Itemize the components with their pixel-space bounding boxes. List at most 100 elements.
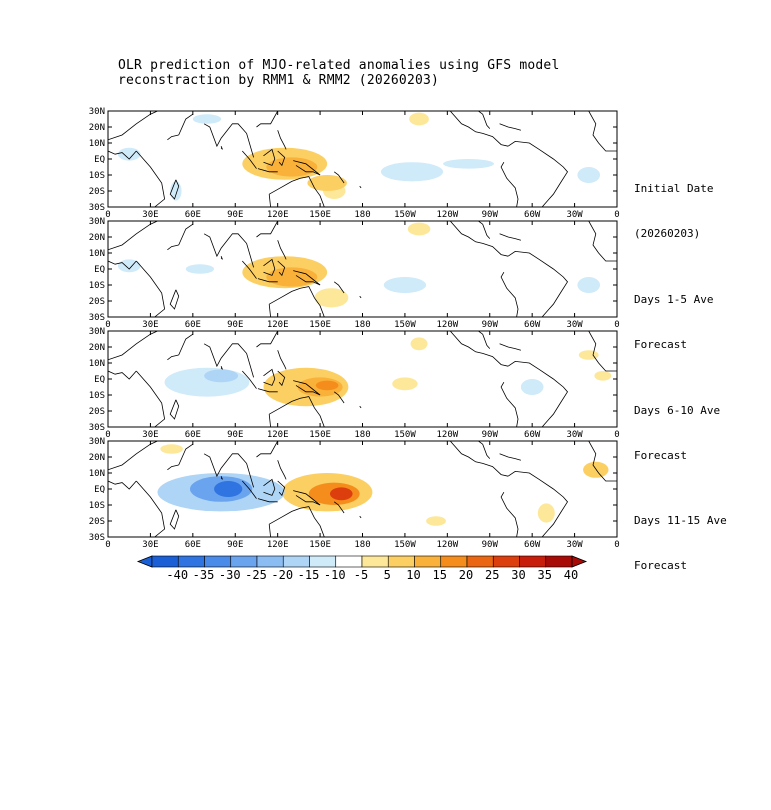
lon-tick-label: 0 <box>105 540 110 550</box>
lat-tick-label: 30S <box>89 203 105 213</box>
coastline <box>263 478 276 496</box>
anomaly-blob <box>410 337 428 351</box>
lon-tick-label: 30E <box>142 430 158 440</box>
anomaly-blob <box>117 259 141 273</box>
coastline <box>449 111 509 147</box>
coastline <box>135 260 166 317</box>
lon-tick-label: 60W <box>524 540 541 550</box>
coastline <box>499 123 522 131</box>
lon-tick-label: 30E <box>142 540 158 550</box>
anomaly-blob <box>214 481 243 497</box>
anomaly-blob <box>185 264 215 274</box>
lon-tick-label: 60W <box>524 430 541 440</box>
lon-tick-label: 60E <box>185 320 201 330</box>
lat-tick-label: 30N <box>89 107 105 117</box>
coastline <box>449 441 509 477</box>
lat-tick-label: 20S <box>89 187 105 197</box>
lon-tick-label: 90E <box>227 320 243 330</box>
coastline <box>220 476 223 480</box>
lon-tick-label: 120W <box>436 430 458 440</box>
lon-tick-label: 150W <box>394 430 416 440</box>
colorbar-label: -35 <box>193 568 215 582</box>
coastline <box>242 260 257 279</box>
coastline <box>108 111 158 141</box>
coastline <box>277 130 287 150</box>
coastline <box>178 113 194 136</box>
colorbar-swatch <box>256 555 284 568</box>
coastline <box>108 331 158 361</box>
coastline <box>242 370 257 389</box>
coastline <box>256 441 279 458</box>
lon-tick-label: 180 <box>354 210 370 220</box>
coastline <box>478 111 491 129</box>
anomaly-blob <box>443 159 494 169</box>
lon-tick-label: 30W <box>566 210 583 220</box>
anomaly-blob <box>266 267 318 287</box>
lat-tick-label: 10N <box>89 139 105 149</box>
panel-label-days-1-5: Days 1-5 Ave Forecast <box>634 293 714 351</box>
anomaly-blob <box>329 487 353 501</box>
lon-tick-label: 90W <box>482 430 499 440</box>
coastline <box>499 343 522 351</box>
anomaly-blob <box>314 288 349 308</box>
lon-tick-label: 60W <box>524 320 541 330</box>
coastline <box>333 391 345 404</box>
coastline <box>277 240 287 260</box>
coastline <box>167 244 179 251</box>
anomaly-blob <box>407 222 431 236</box>
coastline <box>108 260 137 270</box>
lon-tick-label: 120E <box>267 210 289 220</box>
coastline <box>257 278 278 283</box>
colorbar-label: 35 <box>538 568 552 582</box>
coastline <box>169 179 180 200</box>
anomaly-blob <box>315 380 339 391</box>
colorbar-label: 30 <box>511 568 525 582</box>
coastline <box>167 134 179 141</box>
lat-tick-label: 20S <box>89 407 105 417</box>
colorbar-label: 5 <box>384 568 391 582</box>
lon-tick-label: 30E <box>142 320 158 330</box>
coastline <box>500 381 519 427</box>
coastline <box>178 443 194 466</box>
lon-tick-label: 150W <box>394 540 416 550</box>
coastline <box>588 331 617 372</box>
coastline <box>108 150 137 160</box>
coastline <box>108 370 137 380</box>
lon-tick-label: 150E <box>309 430 331 440</box>
chart-title: OLR prediction of MJO-related anomalies … <box>118 58 559 88</box>
lon-tick-label: 180 <box>354 320 370 330</box>
anomaly-blob <box>160 444 183 454</box>
coastline <box>293 490 321 506</box>
anomaly-blob <box>409 112 429 126</box>
lon-tick-label: 30W <box>566 430 583 440</box>
coastline <box>263 258 276 276</box>
coastline <box>359 295 362 299</box>
coastline <box>291 441 293 442</box>
lon-tick-label: 150E <box>309 540 331 550</box>
lon-tick-label: 90W <box>482 210 499 220</box>
colorbar-swatch <box>204 555 232 568</box>
coastline <box>507 250 568 317</box>
coastline <box>359 185 362 189</box>
coastline <box>291 111 293 112</box>
coastline <box>256 221 279 238</box>
coastline <box>256 331 279 348</box>
anomaly-blob <box>192 114 222 124</box>
coastline <box>277 480 286 497</box>
coastline <box>277 350 287 370</box>
coastline <box>257 388 278 393</box>
colorbar-swatch <box>361 555 389 568</box>
coastline <box>167 354 179 361</box>
colorbar-swatch <box>414 555 442 568</box>
coastline <box>169 509 180 530</box>
colorbar: -40 -35 -30 -25 -20 -15 -10 -5 5 10 15 20 25 30 35 40 <box>136 555 588 582</box>
anomaly-blob <box>266 157 318 177</box>
lon-tick-label: 180 <box>354 540 370 550</box>
anomaly-blob <box>164 367 250 397</box>
lon-tick-label: 60W <box>524 210 541 220</box>
coastline <box>359 405 362 409</box>
